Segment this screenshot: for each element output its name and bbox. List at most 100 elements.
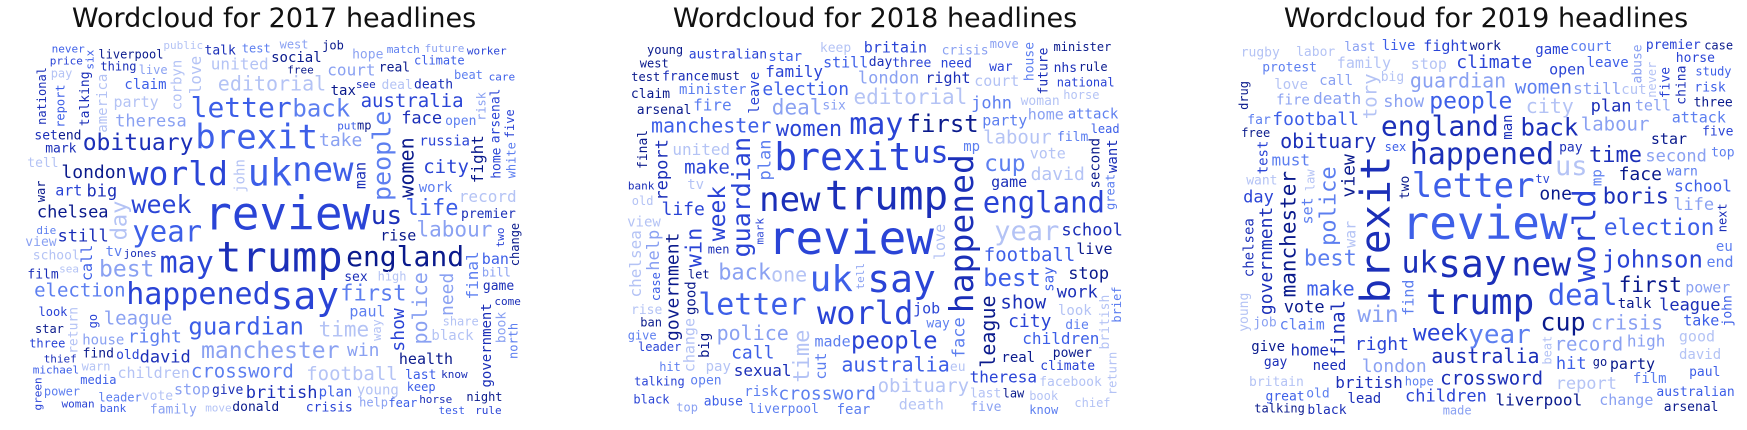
wordcloud-word: death <box>899 395 944 413</box>
wordcloud-word: book <box>1029 389 1059 403</box>
wordcloud-word: children <box>1022 329 1099 348</box>
wordcloud-word: london <box>858 68 919 88</box>
wordcloud-word: happened <box>1410 137 1555 172</box>
wordcloud-word: john <box>1720 295 1735 326</box>
wordcloud-word: time <box>1589 143 1642 168</box>
wordcloud-word: far <box>1247 113 1271 128</box>
wordcloud-word: crisis <box>1591 311 1663 335</box>
wordcloud-word: city <box>423 156 469 178</box>
wordcloud-word: court <box>327 60 375 79</box>
wordcloud-word: manchester <box>1277 171 1301 297</box>
wordcloud-word: take <box>1683 312 1719 330</box>
wordcloud-word: fire <box>1276 92 1310 108</box>
wordcloud-word: open <box>445 114 476 129</box>
wordcloud-word: risk <box>475 91 489 121</box>
wordcloud-word: young <box>357 383 399 399</box>
wordcloud-word: day <box>107 201 132 241</box>
wordcloud-word: tv <box>106 244 123 260</box>
wordcloud-word: may <box>849 107 903 142</box>
wordcloud-word: arsenal <box>488 89 503 144</box>
wordcloud-word: home <box>1028 106 1064 124</box>
wordcloud-word: liverpool <box>98 47 163 61</box>
wordcloud-panel-2018: Wordcloud for 2018 headlines review trump… <box>625 0 1125 430</box>
wordcloud-word: must <box>1272 150 1311 169</box>
wordcloud-word: china <box>1675 66 1690 105</box>
wordcloud-word: say <box>1438 242 1507 286</box>
wordcloud-word: review <box>1402 196 1568 250</box>
wordcloud-word: stop <box>174 380 210 398</box>
wordcloud-word: abuse <box>704 394 743 409</box>
wordcloud-word: john <box>971 94 1012 114</box>
wordcloud-word: test <box>1256 141 1272 175</box>
wordcloud-word: chief <box>1074 396 1110 410</box>
wordcloud-word: fire <box>693 95 732 114</box>
wordcloud-word: claim <box>124 77 166 93</box>
wordcloud-word: attack <box>1672 108 1726 126</box>
wordcloud-word: made <box>1443 403 1472 417</box>
wordcloud-word: obituary <box>83 130 194 156</box>
wordcloud-word: england <box>346 240 464 273</box>
wordcloud-word: work <box>1057 283 1098 303</box>
wordcloud-word: way <box>926 316 950 331</box>
wordcloud-word: still <box>823 53 868 71</box>
wordcloud-word: crossword <box>191 361 294 383</box>
wordcloud-word: climate <box>1040 359 1095 374</box>
wordcloud-word: protest <box>1262 61 1317 76</box>
wordcloud-word: love <box>931 224 949 260</box>
wordcloud-word: life <box>662 199 705 220</box>
wordcloud-word: labour <box>1581 114 1650 136</box>
wordcloud-word: future <box>1036 47 1051 94</box>
wordcloud-word: government <box>662 233 683 341</box>
wordcloud-word: big <box>697 333 713 358</box>
wordcloud-word: match <box>387 43 420 56</box>
wordcloud-word: show <box>1000 291 1046 313</box>
wordcloud-word: chelsea <box>37 203 109 223</box>
wordcloud-word: right <box>1355 334 1409 355</box>
wordcloud-word: british <box>1335 373 1402 392</box>
wordcloud-word: tv <box>687 177 704 193</box>
wordcloud-word: us <box>1555 151 1588 182</box>
wordcloud-word: keep <box>820 41 851 56</box>
wordcloud-word: report <box>653 139 673 200</box>
wordcloud-word: vote <box>1284 298 1325 318</box>
wordcloud-word: go <box>86 314 100 328</box>
wordcloud-word: case <box>1704 39 1733 53</box>
wordcloud-word: horse <box>419 393 452 406</box>
wordcloud-word: david <box>1679 347 1721 363</box>
wordcloud-word: theresa <box>115 112 187 132</box>
wordcloud-word: night <box>466 390 502 404</box>
wordcloud-word: cup <box>984 151 1026 177</box>
wordcloud-word: leader <box>638 340 681 354</box>
wordcloud-word: star <box>1651 130 1687 148</box>
wordcloud-word: plan <box>319 385 353 401</box>
wordcloud-word: hope <box>1405 375 1434 389</box>
wordcloud-word: still <box>1573 79 1621 98</box>
wordcloud-word: boris <box>1603 184 1669 209</box>
wordcloud-word: ban <box>640 315 662 329</box>
wordcloud-word: woman <box>1021 94 1060 109</box>
wordcloud-word: say <box>1042 267 1058 292</box>
wordcloud-word: rugby <box>1241 45 1280 60</box>
wordcloud-word: mark <box>45 141 76 156</box>
wordcloud-word: war <box>34 181 48 203</box>
wordcloud-word: first <box>1619 273 1682 297</box>
wordcloud-word: warn <box>82 359 111 373</box>
wordcloud-word: north <box>507 323 521 359</box>
wordcloud-word: johnson <box>1602 246 1703 274</box>
wordcloud-word: power <box>1685 278 1730 296</box>
wordcloud-word: need <box>437 273 458 316</box>
wordcloud-word: price <box>50 54 83 67</box>
wordcloud-word: five <box>1702 124 1733 139</box>
wordcloud-word: new <box>1512 244 1572 283</box>
wordcloud-word: art <box>55 181 82 199</box>
wordcloud-word: donald <box>232 400 279 415</box>
wordcloud-word: arsenal <box>637 103 692 118</box>
wordcloud-word: school <box>33 248 80 263</box>
wordcloud-word: need <box>1313 358 1347 374</box>
wordcloud-word: week <box>131 190 191 219</box>
wordcloud-word: find <box>83 347 114 362</box>
wordcloud-word: australia <box>841 353 949 377</box>
wordcloud-word: hope <box>352 48 383 63</box>
wordcloud-word: rule <box>475 404 502 417</box>
wordcloud-word: police <box>717 321 789 345</box>
